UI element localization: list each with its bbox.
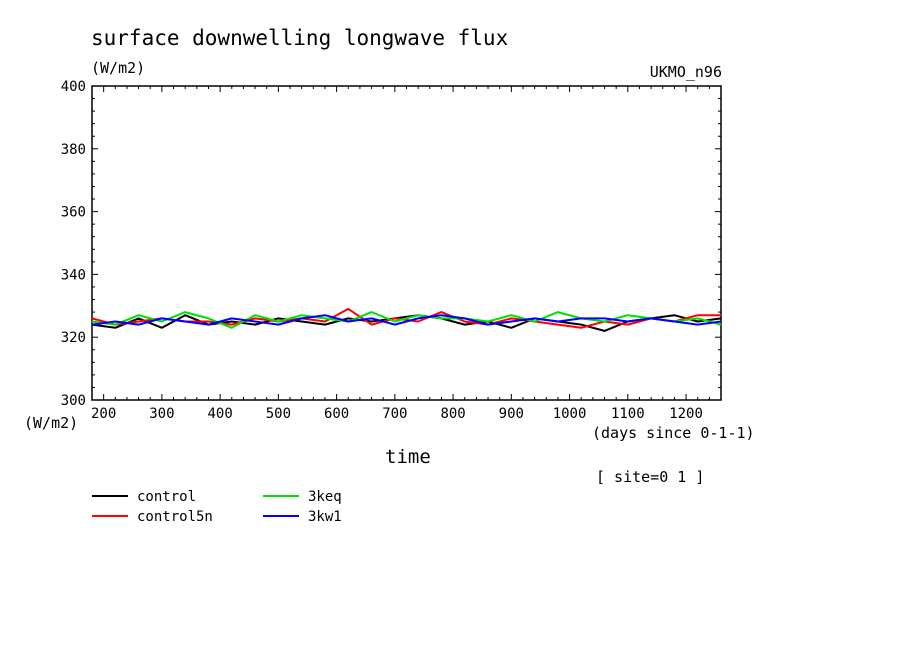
y-tick-label: 340: [61, 267, 86, 283]
x-tick-label: 900: [499, 406, 524, 422]
x-tick-label: 1000: [553, 406, 587, 422]
y-tick-labels: 300 320 340 360 380 400: [61, 79, 86, 409]
model-label: UKMO_n96: [650, 63, 722, 81]
series-line-control5n: [91, 307, 721, 329]
x-tick-labels: 200 300 400 500 600 700 800 900 1000 1100 1200: [91, 406, 703, 422]
series-line-3keq: [91, 311, 722, 329]
units-label: (W/m2): [91, 59, 145, 77]
plot-frame: [91, 85, 722, 401]
legend-label-control5n: control5n: [137, 509, 213, 525]
y-tick-label: 360: [61, 205, 86, 221]
x-tick-label: 400: [207, 406, 232, 422]
x-tick-label: 700: [382, 406, 407, 422]
x-axis-label: time: [385, 446, 431, 468]
chart-title: surface downwelling longwave flux: [91, 26, 508, 50]
legend-label-control: control: [137, 489, 196, 505]
y-axis-label: (W/m2): [24, 414, 78, 432]
plot-area: [91, 85, 722, 401]
y-tick-label: 380: [61, 142, 86, 158]
site-label: [ site=0 1 ]: [596, 468, 704, 486]
series-lines: [91, 307, 722, 332]
y-tick-label: 400: [61, 79, 86, 95]
x-tick-label: 1100: [611, 406, 645, 422]
x-tick-label: 200: [91, 406, 116, 422]
y-tick-label: 320: [61, 330, 86, 346]
series-line-control: [91, 314, 722, 332]
x-tick-label: 1200: [669, 406, 703, 422]
series-line-3kw1: [91, 314, 722, 326]
legend-label-3keq: 3keq: [308, 489, 342, 505]
y-tick-label: 300: [61, 393, 86, 409]
x-tick-label: 500: [266, 406, 291, 422]
x-units-label: (days since 0-1-1): [592, 424, 755, 442]
x-tick-label: 300: [149, 406, 174, 422]
legend: control control5n 3keq 3kw1: [92, 489, 342, 525]
tick-marks: [91, 85, 722, 401]
legend-label-3kw1: 3kw1: [308, 509, 342, 525]
x-tick-label: 600: [324, 406, 349, 422]
x-tick-label: 800: [440, 406, 465, 422]
